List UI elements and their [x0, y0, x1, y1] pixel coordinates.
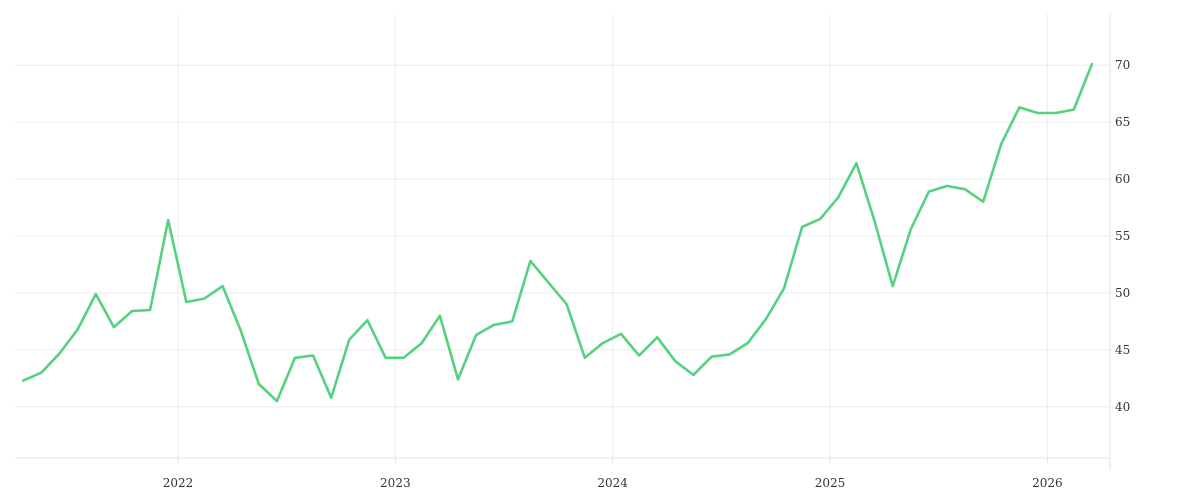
y-tick-label: 45 — [1115, 343, 1130, 357]
x-tick-label: 2024 — [597, 476, 628, 490]
series-layer — [21, 62, 1094, 403]
x-tick-label: 2025 — [815, 476, 846, 490]
y-tick-label: 60 — [1115, 172, 1130, 186]
y-tick-label: 70 — [1115, 58, 1130, 72]
x-tick-label: 2022 — [163, 476, 194, 490]
grid — [15, 14, 1110, 463]
y-tick-label: 65 — [1115, 115, 1130, 129]
y-tick-label: 40 — [1115, 400, 1130, 414]
tick-labels: 40 45 50 55 60 65 70 2022 2023 2024 2025 2026 — [163, 58, 1131, 490]
y-tick-label: 50 — [1115, 286, 1130, 300]
x-tick-label: 2023 — [380, 476, 411, 490]
axes — [15, 14, 1111, 470]
series-line — [21, 62, 1094, 403]
y-tick-label: 55 — [1115, 229, 1130, 243]
x-tick-label: 2026 — [1032, 476, 1063, 490]
